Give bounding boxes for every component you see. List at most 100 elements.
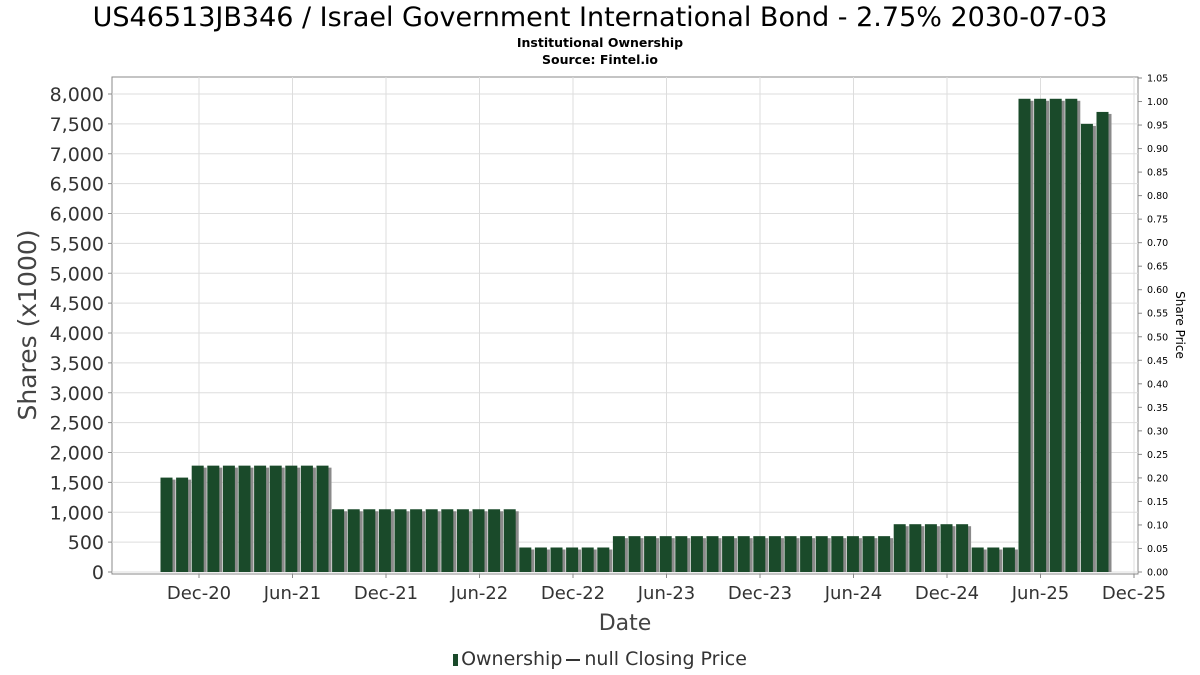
bar [410,509,423,572]
y2-tick-label: 0.95 [1147,121,1168,132]
y-tick-label: 3,500 [50,353,104,375]
y2-tick-label: 0.30 [1147,426,1168,437]
bar [815,536,828,572]
bar [1065,98,1078,572]
x-axis: Dec-20 Jun-21 Dec-21 Jun-22 Dec-22 Jun-23 Dec-… [112,573,1166,604]
y-tick-label: 500 [68,532,104,554]
bar [300,465,313,572]
y2-tick-label: 0.55 [1147,309,1168,320]
bar [488,509,501,572]
y2-axis-label: Share Price [1173,291,1187,359]
y2-tick-label: 0.90 [1147,144,1168,155]
y2-tick-label: 0.80 [1147,191,1168,202]
bar [207,465,220,572]
bar [971,547,984,572]
bar [441,509,454,572]
bar [690,536,703,572]
bar [566,547,579,572]
y-tick-label: 1,500 [50,472,104,494]
y2-tick-label: 1.00 [1147,97,1168,108]
bar [909,524,922,572]
y2-tick-label: 0.70 [1147,238,1168,249]
y-tick-label: 4,500 [50,293,104,315]
y-tick-label: 4,000 [50,323,104,345]
x-tick-label: Dec-24 [915,583,979,604]
legend: Ownership null Closing Price [0,648,1200,670]
x-tick-label: Dec-22 [541,583,605,604]
bar [768,536,781,572]
y2-tick-label: 0.50 [1147,332,1168,343]
bar [456,509,469,572]
bar [753,536,766,572]
legend-price-swatch [566,658,581,661]
y-tick-label: 7,500 [50,114,104,136]
y-axis-label: Shares (x1000) [13,229,42,420]
y-tick-label: 7,000 [50,144,104,166]
bar [176,477,189,572]
legend-price-label: null Closing Price [584,648,747,670]
bar [878,536,891,572]
x-tick-label: Dec-20 [167,583,231,604]
bar [160,477,173,572]
y-tick-label: 3,000 [50,383,104,405]
bar [893,524,906,572]
y2-tick-label: 0.05 [1147,544,1168,555]
x-tick-label: Dec-23 [728,583,792,604]
bar [191,465,204,572]
y2-tick-label: 0.85 [1147,168,1168,179]
x-axis-label: Date [599,611,652,636]
y2-tick-label: 1.05 [1147,74,1168,85]
bar [831,536,844,572]
bar [675,536,688,572]
bar [363,509,376,572]
chart-source: Source: Fintel.io [542,52,658,67]
bar [1002,547,1015,572]
y2-tick-label: 0.20 [1147,473,1168,484]
y2-tick-label: 0.60 [1147,285,1168,296]
bar [644,536,657,572]
bar [503,509,516,572]
bar [550,547,563,572]
bar-layer [160,98,1112,573]
bar [784,536,797,572]
x-tick-label: Jun-25 [1011,583,1070,604]
x-tick-label: Dec-25 [1102,583,1166,604]
bar [628,536,641,572]
bar [425,509,438,572]
bar [254,465,267,572]
y-tick-label: 2,500 [50,413,104,435]
chart-title: US46513JB346 / Israel Government Interna… [92,2,1108,33]
legend-ownership-swatch [453,653,459,666]
y-tick-label: 6,500 [50,174,104,196]
y-axis-right: 0.00 0.05 0.10 0.15 0.20 0.25 0.30 0.35 0.40 0.45… [1138,74,1168,579]
y-tick-label: 1,000 [50,502,104,524]
bar [1034,98,1047,572]
bar [1096,111,1109,573]
y2-tick-label: 0.75 [1147,215,1168,226]
y2-tick-label: 0.10 [1147,520,1168,531]
bar [612,536,625,572]
x-tick-label: Jun-23 [637,583,696,604]
x-tick-label: Dec-21 [354,583,418,604]
bar [1018,98,1031,572]
bar [378,509,391,572]
bar [1049,98,1062,572]
y-tick-label: 2,000 [50,443,104,465]
y-tick-label: 5,500 [50,233,104,255]
chart-subtitle: Institutional Ownership [516,35,684,50]
y2-tick-label: 0.25 [1147,450,1168,461]
bar [706,536,719,572]
y2-tick-label: 0.40 [1147,379,1168,390]
bar [269,465,282,572]
bar [1080,123,1093,572]
bar [285,465,298,572]
bar [519,547,532,572]
bar [800,536,813,572]
x-tick-label: Jun-24 [824,583,883,604]
x-tick-label: Jun-21 [263,583,322,604]
y-tick-label: 0 [92,562,104,584]
y-tick-label: 8,000 [50,84,104,106]
bar [924,524,937,572]
y-axis-left: 0 500 1,000 1,500 2,000 2,500 3,000 3,500 4,000 4… [50,84,112,584]
